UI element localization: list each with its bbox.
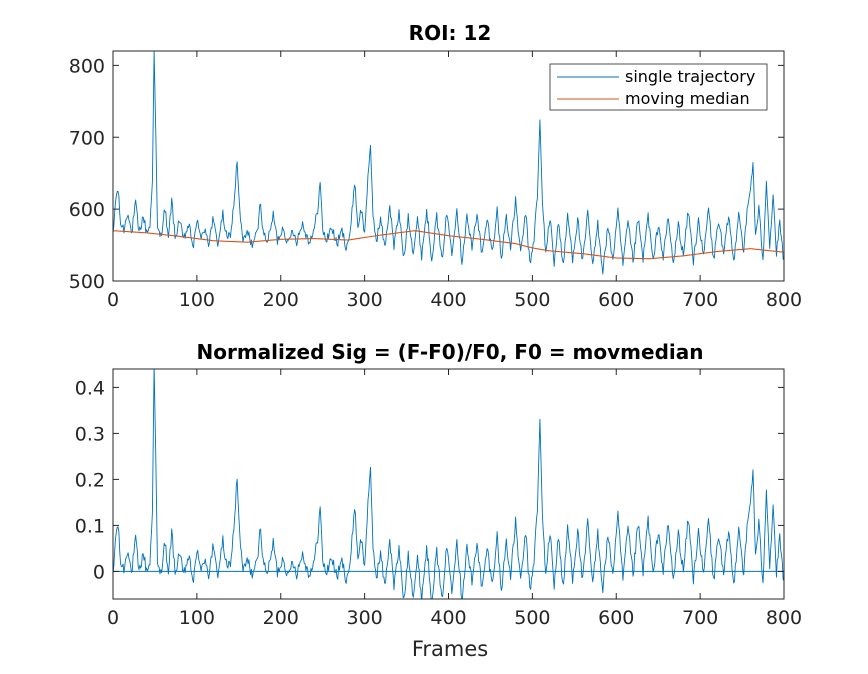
- plot1-ytick-label: 700: [69, 127, 105, 149]
- legend-label-moving-median: moving median: [625, 89, 750, 108]
- plot2-xtick-label: 200: [263, 607, 299, 629]
- plot2-title: Normalized Sig = (F-F0)/F0, F0 = movmedi…: [197, 340, 704, 364]
- series-moving-median: [113, 230, 784, 260]
- plot2-ytick-label: 0: [93, 561, 105, 583]
- plot2-ytick-label: 0.4: [75, 377, 105, 399]
- plot1-ytick-label: 800: [69, 55, 105, 77]
- plot2-xtick-label: 0: [107, 607, 119, 629]
- plot1-xtick-label: 300: [346, 289, 382, 311]
- plot1-xtick-label: 700: [682, 289, 718, 311]
- plot1-xtick-label: 100: [179, 289, 215, 311]
- plot2-lines: [113, 369, 784, 599]
- plot2-ytick-label: 0.1: [75, 515, 105, 537]
- plot2-xtick-label: 800: [766, 607, 802, 629]
- plot2-xtick-label: 400: [430, 607, 466, 629]
- plot2-series-layer: [113, 369, 784, 599]
- plot1-ytick-label: 500: [69, 271, 105, 293]
- x-axis-label: Frames: [412, 637, 488, 661]
- plot1-xtick-label: 500: [514, 289, 550, 311]
- plot1-xtick-label: 400: [430, 289, 466, 311]
- plot2-xtick-label: 700: [682, 607, 718, 629]
- plot2-ytick-label: 0.3: [75, 423, 105, 445]
- plot1-xtick-label: 0: [107, 289, 119, 311]
- series-normalized-signal: [113, 369, 784, 599]
- series-single-trajectory: [113, 51, 784, 275]
- normalized-signal-plot: Normalized Sig = (F-F0)/F0, F0 = movmedi…: [75, 340, 802, 661]
- plot1-series-layer: [113, 51, 784, 275]
- legend-label-single-trajectory: single trajectory: [625, 67, 755, 86]
- plot2-xtick-label: 100: [179, 607, 215, 629]
- plot1-lines: [113, 51, 784, 275]
- plot2-xtick-label: 500: [514, 607, 550, 629]
- plot1-xtick-label: 600: [598, 289, 634, 311]
- roi-trajectory-plot: ROI: 12 0 100 200 300 400 500 600 700 800 500 600 7…: [69, 21, 802, 311]
- plot1-xtick-label: 800: [766, 289, 802, 311]
- plot1-title: ROI: 12: [409, 21, 492, 45]
- plot2-xtick-label: 300: [346, 607, 382, 629]
- plot1-xtick-label: 200: [263, 289, 299, 311]
- legend-box: [549, 63, 768, 111]
- plot1-ytick-label: 600: [69, 199, 105, 221]
- plot2-axes: 0 100 200 300 400 500 600 700 800 0 0.1 0.2 0.3 0.4: [75, 368, 802, 629]
- plot1-axes: 0 100 200 300 400 500 600 700 800 500 600 700 800: [69, 50, 802, 311]
- plot2-ytick-label: 0.2: [75, 469, 105, 491]
- legend: single trajectory moving median: [549, 63, 768, 111]
- plot2-xtick-label: 600: [598, 607, 634, 629]
